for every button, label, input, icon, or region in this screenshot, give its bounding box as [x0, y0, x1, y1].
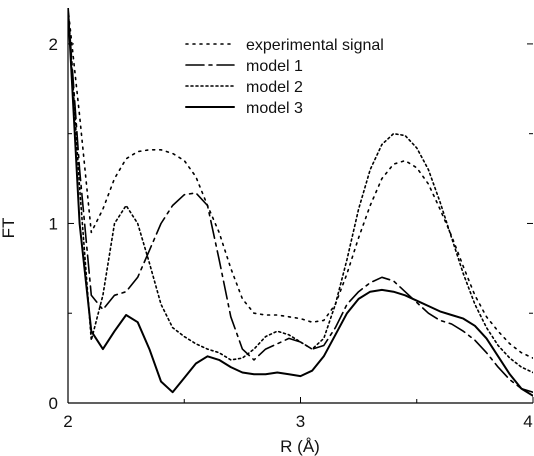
x-axis-label: R (Å) — [280, 437, 320, 456]
y-tick-label: 2 — [49, 35, 58, 54]
y-axis-label: FT — [0, 218, 18, 239]
y-tick-label: 0 — [49, 394, 58, 413]
series-line-4 — [68, 8, 533, 397]
ticks: 0 1 2 2 3 4 — [49, 35, 534, 431]
y-tick-label: 1 — [49, 214, 58, 233]
legend-label-4: model 3 — [246, 100, 303, 117]
legend-label-3: model 2 — [246, 79, 303, 96]
x-tick-label: 2 — [63, 412, 72, 431]
legend: experimental signal model 1 model 2 model 3 — [185, 37, 384, 117]
x-tick-label: 4 — [523, 412, 532, 431]
x-tick-label: 3 — [296, 412, 305, 431]
series-line-3 — [68, 8, 533, 374]
series-layer — [68, 8, 533, 397]
legend-label-1: experimental signal — [246, 37, 384, 54]
legend-label-2: model 1 — [246, 58, 303, 75]
series-line-1 — [68, 8, 533, 359]
